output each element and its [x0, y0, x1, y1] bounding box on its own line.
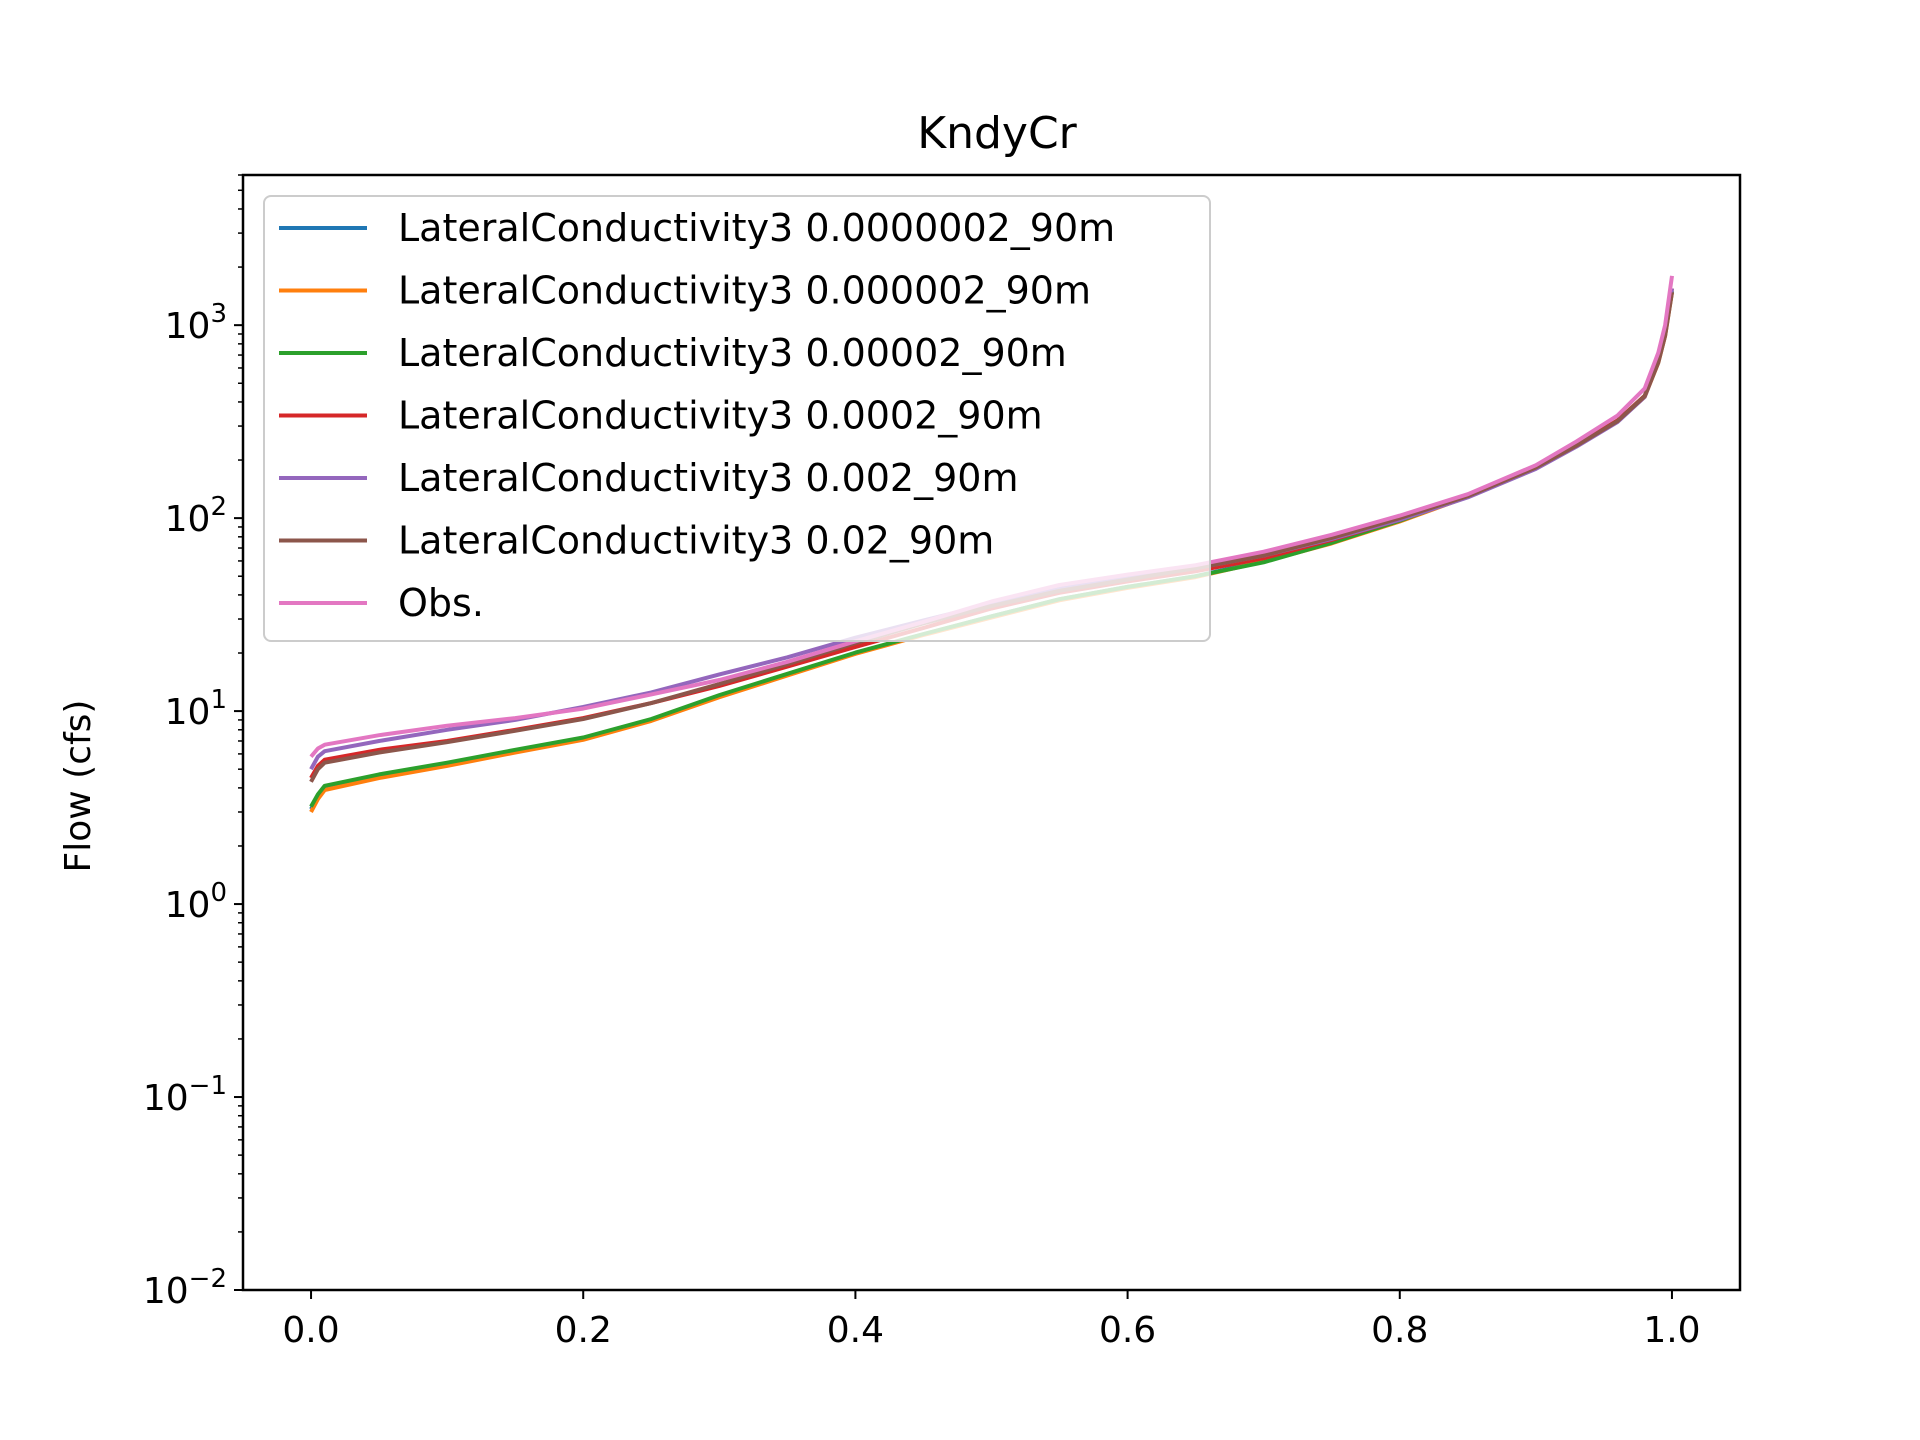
legend-label-4: LateralConductivity3 0.0002_90m [398, 394, 1043, 438]
legend-box [263, 195, 1211, 642]
y-tick-label: 103 [165, 299, 227, 347]
plot-frame [241, 173, 1742, 1292]
legend: LateralConductivity3 0.0000002_90m Latera… [263, 195, 1211, 642]
legend-label-3: LateralConductivity3 0.00002_90m [398, 331, 1067, 375]
legend-label-6: LateralConductivity3 0.02_90m [398, 519, 994, 563]
y-tick-label: 10−2 [143, 1264, 227, 1312]
legend-label-2: LateralConductivity3 0.000002_90m [398, 269, 1091, 313]
y-tick-label: 100 [165, 878, 227, 926]
x-tick-label: 1.0 [1643, 1310, 1700, 1351]
y-tick-label: 101 [165, 685, 227, 733]
x-tick-label: 0.2 [555, 1310, 612, 1351]
x-tick-label: 0.8 [1371, 1310, 1428, 1351]
x-tick-label: 0.6 [1099, 1310, 1156, 1351]
x-tick-label: 0.4 [827, 1310, 884, 1351]
y-tick-label: 10−1 [143, 1071, 227, 1119]
legend-label-1: LateralConductivity3 0.0000002_90m [398, 206, 1115, 250]
y-tick-label: 102 [165, 492, 227, 540]
legend-label-7: Obs. [398, 581, 484, 625]
y-axis-label: Flow (cfs) [58, 700, 99, 873]
x-tick-label: 0.0 [282, 1310, 339, 1351]
chart-title: KndyCr [917, 108, 1077, 159]
legend-label-5: LateralConductivity3 0.002_90m [398, 456, 1018, 500]
axes-layer: 0.0 0.2 0.4 0.6 0.8 1.0 10−2 10−1 100 101 102 103 [143, 173, 1742, 1351]
